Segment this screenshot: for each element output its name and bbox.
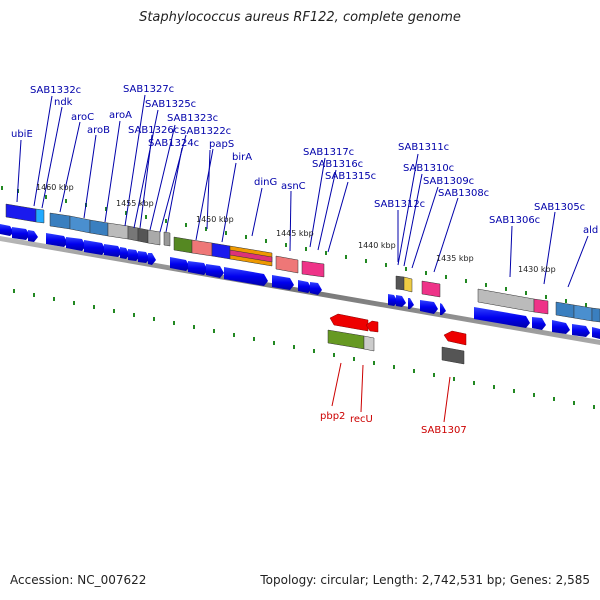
label-SAB1326c[interactable]: SAB1326c [128,125,179,136]
kbp-1440: 1440 kbp [358,241,396,250]
label-SAB1322c[interactable]: SAB1322c [180,126,231,137]
label-SAB1312c[interactable]: SAB1312c [374,199,425,210]
genome-title: Staphylococcus aureus RF122, complete ge… [139,10,461,25]
middle-gene-boxes[interactable] [395,275,600,323]
recU-gene[interactable] [327,329,365,350]
gene-labels: SAB1332c ndk ubiE aroC aroB SAB1327c aro… [11,84,598,236]
label-SAB1324c[interactable]: SAB1324c [148,138,199,149]
kbp-1455: 1455 kbp [116,199,154,208]
label-leader-lines [16,94,589,288]
label-SAB1307[interactable]: SAB1307 [421,425,467,436]
label-papS[interactable]: papS [209,139,234,150]
reverse-gene-arrows[interactable] [327,313,467,365]
topology-text: Topology: circular; Length: 2,742,531 bp… [260,573,590,587]
upper-tick-guide [1,186,587,307]
label-dinG[interactable]: dinG [254,177,277,188]
label-ald[interactable]: ald [583,225,598,236]
label-SAB1317c[interactable]: SAB1317c [303,147,354,158]
label-SAB1309c[interactable]: SAB1309c [423,176,474,187]
label-SAB1310c[interactable]: SAB1310c [403,163,454,174]
reverse-leader-lines [331,362,451,423]
accession-text: Accession: NC_007622 [10,573,147,587]
label-ubiE[interactable]: ubiE [11,129,33,140]
kbp-1460: 1460 kbp [36,183,74,192]
label-aroA[interactable]: aroA [109,110,132,121]
kbp-1450: 1450 kbp [196,215,234,224]
lower-tick-guide [13,289,595,409]
label-SAB1316c[interactable]: SAB1316c [312,159,363,170]
pbp2-gene[interactable] [329,313,369,332]
label-SAB1308c[interactable]: SAB1308c [438,188,489,199]
upper-gene-arrows[interactable] [0,224,322,295]
label-asnC[interactable]: asnC [281,181,306,192]
middle-gene-arrows[interactable] [388,294,600,339]
kbp-1435: 1435 kbp [436,254,474,263]
label-SAB1306c[interactable]: SAB1306c [489,215,540,226]
label-SAB1311c[interactable]: SAB1311c [398,142,449,153]
label-SAB1323c[interactable]: SAB1323c [167,113,218,124]
label-ndk[interactable]: ndk [54,97,73,108]
label-SAB1315c[interactable]: SAB1315c [325,171,376,182]
label-pbp2[interactable]: pbp2 [320,411,345,422]
label-birA[interactable]: birA [232,152,252,163]
label-SAB1325c[interactable]: SAB1325c [145,99,196,110]
upper-gene-boxes[interactable] [5,203,325,278]
kbp-1430: 1430 kbp [518,265,556,274]
label-SAB1332c[interactable]: SAB1332c [30,85,81,96]
kbp-labels: 1460 kbp 1455 kbp 1450 kbp 1445 kbp 1440… [36,183,556,274]
label-recU[interactable]: recU [350,414,373,425]
label-aroC[interactable]: aroC [71,112,94,123]
label-aroB[interactable]: aroB [87,125,110,136]
SAB1307-gene[interactable] [443,330,467,346]
kbp-1445: 1445 kbp [276,229,314,238]
label-SAB1327c[interactable]: SAB1327c [123,84,174,95]
label-SAB1305c[interactable]: SAB1305c [534,202,585,213]
reverse-gene-labels: pbp2 recU SAB1307 [320,411,467,436]
